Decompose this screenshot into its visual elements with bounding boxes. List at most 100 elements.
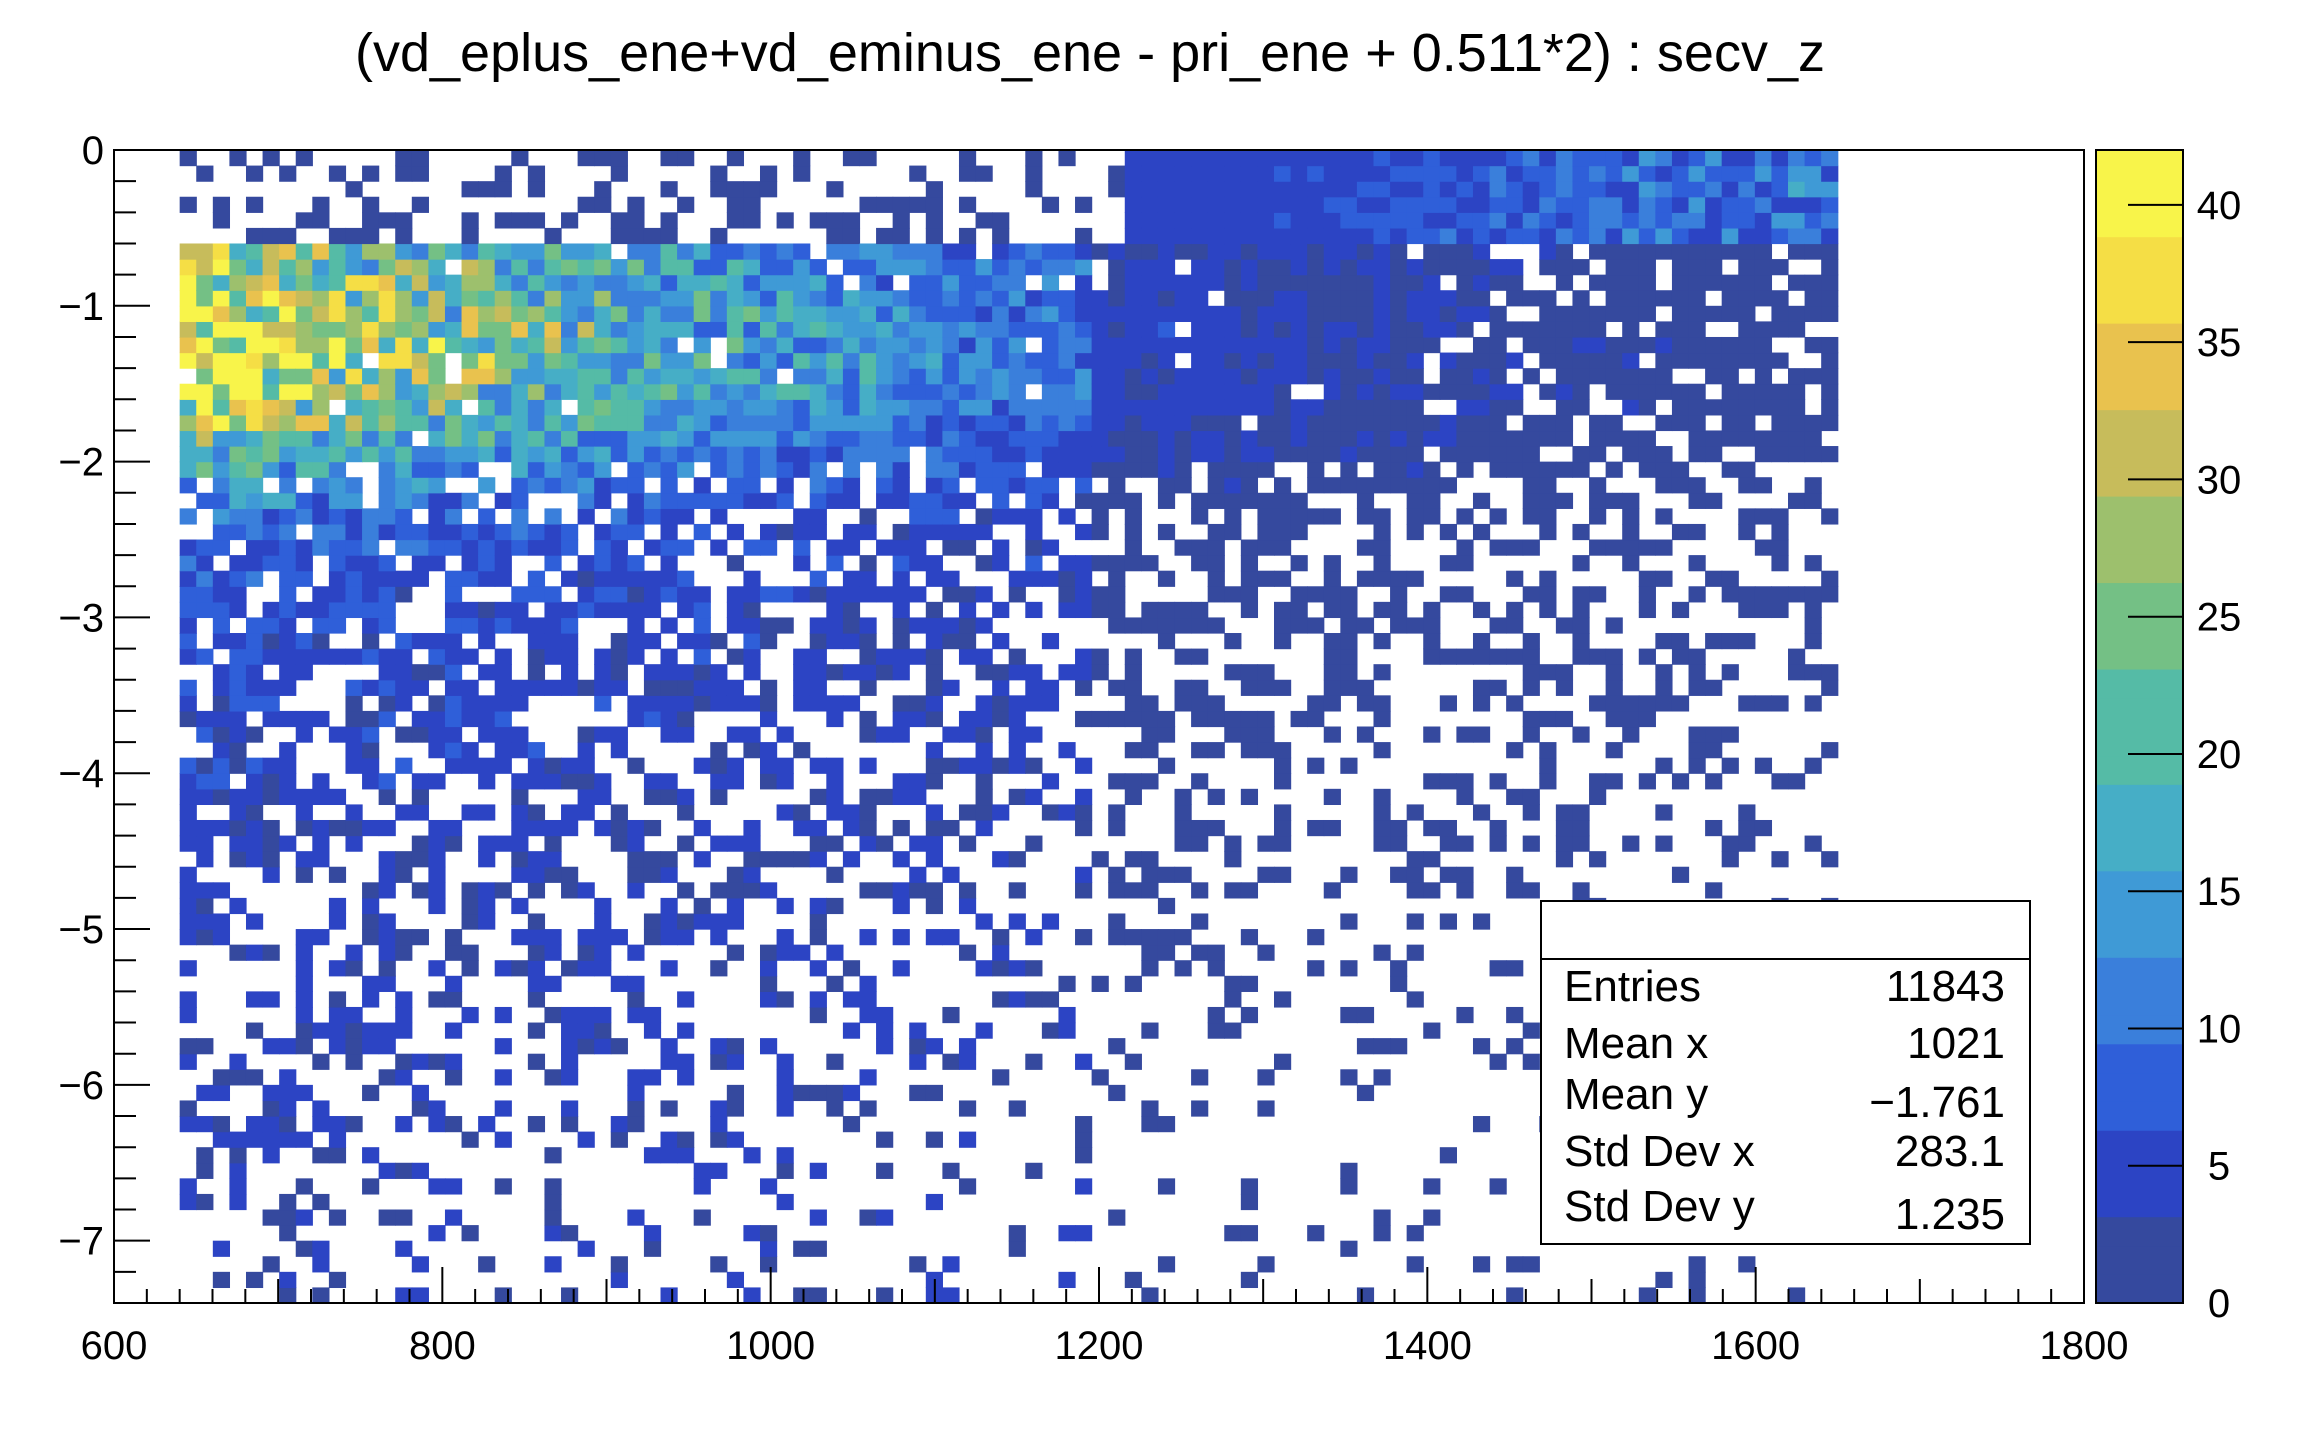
heatmap-cell <box>1356 165 1375 182</box>
heatmap-cell <box>1622 399 1640 416</box>
heatmap-cell <box>743 882 761 899</box>
heatmap-cell <box>1373 383 1391 400</box>
heatmap-cell <box>1240 788 1259 806</box>
heatmap-cell <box>726 679 745 696</box>
heatmap-cell <box>925 212 943 229</box>
heatmap-cell <box>975 695 993 712</box>
heatmap-cell <box>1307 150 1325 167</box>
heatmap-cell <box>776 523 794 541</box>
heatmap-cell <box>1025 414 1043 432</box>
heatmap-cell <box>212 492 231 509</box>
heatmap-cell <box>726 1271 745 1289</box>
heatmap-cell <box>594 321 612 338</box>
heatmap-cell <box>1688 290 1706 307</box>
heatmap-cell <box>1075 570 1093 587</box>
heatmap-cell <box>627 508 645 525</box>
heatmap-cell <box>544 446 562 463</box>
heatmap-cell <box>428 414 446 432</box>
heatmap-cell <box>494 1006 512 1024</box>
heatmap-cell <box>1754 601 1773 619</box>
heatmap-cell <box>428 492 446 509</box>
heatmap-cell <box>677 1069 695 1086</box>
heatmap-cell <box>395 944 413 961</box>
heatmap-cell <box>312 305 330 322</box>
heatmap-cell <box>809 446 827 463</box>
heatmap-cell <box>809 336 827 354</box>
heatmap-cell <box>494 1038 512 1055</box>
heatmap-cell <box>892 321 910 338</box>
heatmap-cell <box>561 882 579 899</box>
heatmap-cell <box>842 804 861 821</box>
heatmap-cell <box>1174 679 1192 696</box>
heatmap-cell <box>925 679 943 696</box>
heatmap-cell <box>610 819 628 837</box>
heatmap-cell <box>726 259 745 276</box>
heatmap-cell <box>577 960 595 977</box>
heatmap-cell <box>942 352 960 369</box>
heatmap-cell <box>1406 991 1424 1008</box>
heatmap-cell <box>1622 446 1640 463</box>
heatmap-cell <box>859 1209 877 1226</box>
colorbar-band <box>2096 1158 2183 1189</box>
heatmap-cell <box>1539 757 1557 774</box>
heatmap-cell <box>1821 305 1839 322</box>
heatmap-cell <box>1605 352 1623 369</box>
heatmap-cell <box>1075 290 1093 307</box>
heatmap-cell <box>1191 321 1209 338</box>
heatmap-cell <box>1124 430 1142 447</box>
heatmap-cell <box>212 243 231 260</box>
heatmap-cell <box>876 305 894 322</box>
heatmap-cell <box>212 586 231 603</box>
heatmap-cell <box>859 508 877 525</box>
heatmap-cell <box>312 446 330 463</box>
heatmap-cell <box>925 601 943 619</box>
heatmap-cell <box>1638 181 1656 198</box>
heatmap-cell <box>262 352 280 369</box>
heatmap-cell <box>610 477 628 494</box>
heatmap-cell <box>179 274 197 291</box>
heatmap-cell <box>461 960 479 977</box>
heatmap-cell <box>544 1006 562 1024</box>
heatmap-cell <box>1423 633 1441 650</box>
heatmap-cell <box>1157 368 1176 385</box>
heatmap-cell <box>726 601 745 619</box>
heatmap-cell <box>1340 259 1358 276</box>
heatmap-cell <box>428 648 446 665</box>
heatmap-cell <box>229 695 247 712</box>
heatmap-cell <box>1406 290 1424 307</box>
heatmap-cell <box>1705 259 1723 276</box>
heatmap-cell <box>859 414 877 432</box>
heatmap-cell <box>196 1193 214 1211</box>
heatmap-cell <box>1157 1116 1176 1133</box>
heatmap-cell <box>892 243 910 260</box>
heatmap-cell <box>245 321 264 338</box>
heatmap-cell <box>1406 617 1424 634</box>
heatmap-cell <box>842 633 861 650</box>
heatmap-cell <box>942 617 960 634</box>
heatmap-cell <box>925 352 943 369</box>
heatmap-cell <box>925 399 943 416</box>
heatmap-cell <box>1804 835 1822 852</box>
heatmap-cell <box>1423 305 1441 322</box>
heatmap-cell <box>1738 227 1756 245</box>
heatmap-cell <box>1191 181 1209 198</box>
heatmap-cell <box>527 617 546 634</box>
heatmap-cell <box>411 352 429 369</box>
heatmap-cell <box>743 399 761 416</box>
heatmap-cell <box>1622 710 1640 728</box>
heatmap-cell <box>312 601 330 619</box>
heatmap-cell <box>842 336 861 354</box>
heatmap-cell <box>594 960 612 977</box>
heatmap-cell <box>378 259 396 276</box>
heatmap-cell <box>759 539 778 556</box>
heatmap-cell <box>975 430 993 447</box>
heatmap-cell <box>245 305 264 322</box>
heatmap-cell <box>1655 757 1673 774</box>
heatmap-cell <box>1191 165 1209 182</box>
heatmap-cell <box>1771 321 1789 338</box>
heatmap-cell <box>594 695 612 712</box>
heatmap-cell <box>395 336 413 354</box>
heatmap-cell <box>229 1131 247 1148</box>
heatmap-cell <box>1622 726 1640 743</box>
heatmap-cell <box>627 414 645 432</box>
